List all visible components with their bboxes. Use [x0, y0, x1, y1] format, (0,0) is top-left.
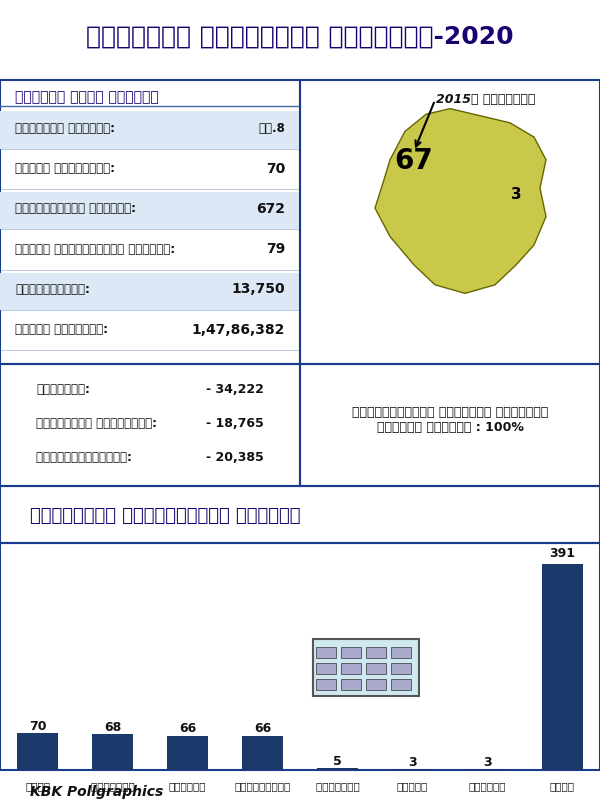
Text: - 18,765: - 18,765 — [206, 417, 264, 430]
Text: ಅಭ್ಯರ್ಥಿಗಳ ಸಂಖ್ಯೆ:: ಅಭ್ಯರ್ಥಿಗಳ ಸಂಖ್ಯೆ: — [15, 202, 136, 215]
Text: ಮಹಿಳಾ ಅಭ್ಯರ್ಥಿಗಳ ಸಂಖ್ಯೆ:: ಮಹಿಳಾ ಅಭ್ಯರ್ಥಿಗಳ ಸಂಖ್ಯೆ: — [15, 242, 175, 255]
Bar — [316, 663, 335, 674]
Bar — [0, 543, 600, 770]
Bar — [316, 679, 335, 690]
Bar — [316, 647, 335, 659]
Text: 68: 68 — [104, 720, 121, 733]
Text: ಒಟ್ಟು ಮತದಾರರು:: ಒಟ್ಟು ಮತದಾರರು: — [15, 323, 108, 336]
Text: 391: 391 — [550, 547, 575, 560]
Text: ಪ್ರಮುಖ ಅಂಕಿ ಅಂಶಗಳು: ಪ್ರಮುಖ ಅಂಕಿ ಅಂಶಗಳು — [15, 89, 159, 104]
Bar — [0, 273, 300, 311]
Bar — [467, 769, 508, 770]
Text: ಫೆ.8: ಫೆ.8 — [258, 122, 285, 135]
Text: ಪಕ್ಷವಾರು ಅಭ್ಯರ್ಥಿಗಳ ಸಂಖ್ಯೆ: ಪಕ್ಷವಾರು ಅಭ್ಯರ್ಥಿಗಳ ಸಂಖ್ಯೆ — [30, 506, 301, 524]
Bar — [366, 647, 386, 659]
Bar — [542, 564, 583, 770]
Bar — [17, 733, 58, 770]
Text: 79: 79 — [266, 242, 285, 255]
Text: ನಿಯಂತ್ರಣ ಪೆಟ್ಟಿಗೆ:: ನಿಯಂತ್ರಣ ಪೆಟ್ಟಿಗೆ: — [36, 417, 157, 430]
Text: 3: 3 — [408, 755, 417, 768]
Text: KBK Pollgraphics: KBK Pollgraphics — [30, 783, 163, 798]
Bar — [313, 639, 419, 696]
Bar — [366, 679, 386, 690]
Text: ಸಿಪಿಎಂ: ಸಿಪಿಎಂ — [469, 780, 506, 790]
Bar — [341, 663, 361, 674]
Text: ಕಾಂಗ್ರೆಸ್: ಕಾಂಗ್ರೆಸ್ — [235, 780, 290, 790]
Text: 1,47,86,382: 1,47,86,382 — [191, 322, 285, 337]
Text: ಮತಗಟ್ಟೆಗಳು:: ಮತಗಟ್ಟೆಗಳು: — [15, 282, 90, 295]
Text: ವಿವಿಪ್ಯಾಟ್‌ಗಳು:: ವಿವಿಪ್ಯಾಟ್‌ಗಳು: — [36, 451, 132, 464]
Bar — [366, 663, 386, 674]
Text: - 20,385: - 20,385 — [206, 451, 264, 464]
Bar — [92, 735, 133, 770]
Bar — [242, 736, 283, 770]
Text: 67: 67 — [395, 147, 433, 174]
Text: 5: 5 — [333, 753, 342, 766]
Text: ಎನ್‌ಸಿಪಿ: ಎನ್‌ಸಿಪಿ — [316, 780, 359, 790]
Text: ಒಟ್ಟು ಸ್ಥಾನಗಳು:: ಒಟ್ಟು ಸ್ಥಾನಗಳು: — [15, 162, 115, 175]
Bar — [0, 112, 300, 150]
Text: - 34,222: - 34,222 — [206, 383, 264, 396]
Text: 66: 66 — [179, 722, 196, 735]
Bar — [392, 769, 433, 770]
Text: 66: 66 — [254, 722, 271, 735]
Bar — [391, 679, 411, 690]
Bar — [391, 647, 411, 659]
Text: ಬಿಜೆಪಿ: ಬಿಜೆಪಿ — [169, 780, 206, 790]
Text: ಎಎಪಿ: ಎಎಪಿ — [25, 780, 50, 790]
Bar — [391, 663, 411, 674]
Text: ನವದೆಹಲಿ ವಿಧಾನಸಭೆ ಚುನಾವಣೆ-2020: ನವದೆಹಲಿ ವಿಧಾನಸಭೆ ಚುನಾವಣೆ-2020 — [86, 24, 514, 49]
Bar — [167, 736, 208, 770]
Text: ಬಿಎಸ್‌ಪಿ: ಬಿಎಸ್‌ಪಿ — [91, 780, 134, 790]
Bar — [0, 193, 300, 230]
Bar — [341, 679, 361, 690]
Text: ಇತರೆ: ಇತರೆ — [550, 780, 575, 790]
Polygon shape — [375, 109, 546, 294]
Bar — [341, 647, 361, 659]
Text: 70: 70 — [29, 719, 46, 732]
Text: 672: 672 — [256, 202, 285, 216]
Text: ಚುನಾವಣೆ ದಿನಾಂಕ:: ಚುನಾವಣೆ ದಿನಾಂಕ: — [15, 122, 115, 135]
Text: 2015ರ ಫಲಿತಾಂಶ: 2015ರ ಫಲಿತಾಂಶ — [436, 92, 536, 105]
Text: ವಿದ್ಯುನ್ಮಾನ ಚುನಾವಣಾ ಗುರುತಿನ
ಚೀಟಿಗಳ ವಿತರಣೆ : 100%: ವಿದ್ಯುನ್ಮಾನ ಚುನಾವಣಾ ಗುರುತಿನ ಚೀಟಿಗಳ ವಿತರಣ… — [352, 406, 548, 434]
Bar — [317, 768, 358, 770]
Text: 70: 70 — [266, 161, 285, 175]
Text: 3: 3 — [483, 755, 492, 768]
Text: 3: 3 — [511, 187, 521, 202]
Text: ಮತಯಂತ್ರ:: ಮತಯಂತ್ರ: — [36, 383, 90, 396]
Text: ಸಿಪಿಎ: ಸಿಪಿಎ — [397, 780, 428, 790]
Text: 13,750: 13,750 — [232, 282, 285, 296]
